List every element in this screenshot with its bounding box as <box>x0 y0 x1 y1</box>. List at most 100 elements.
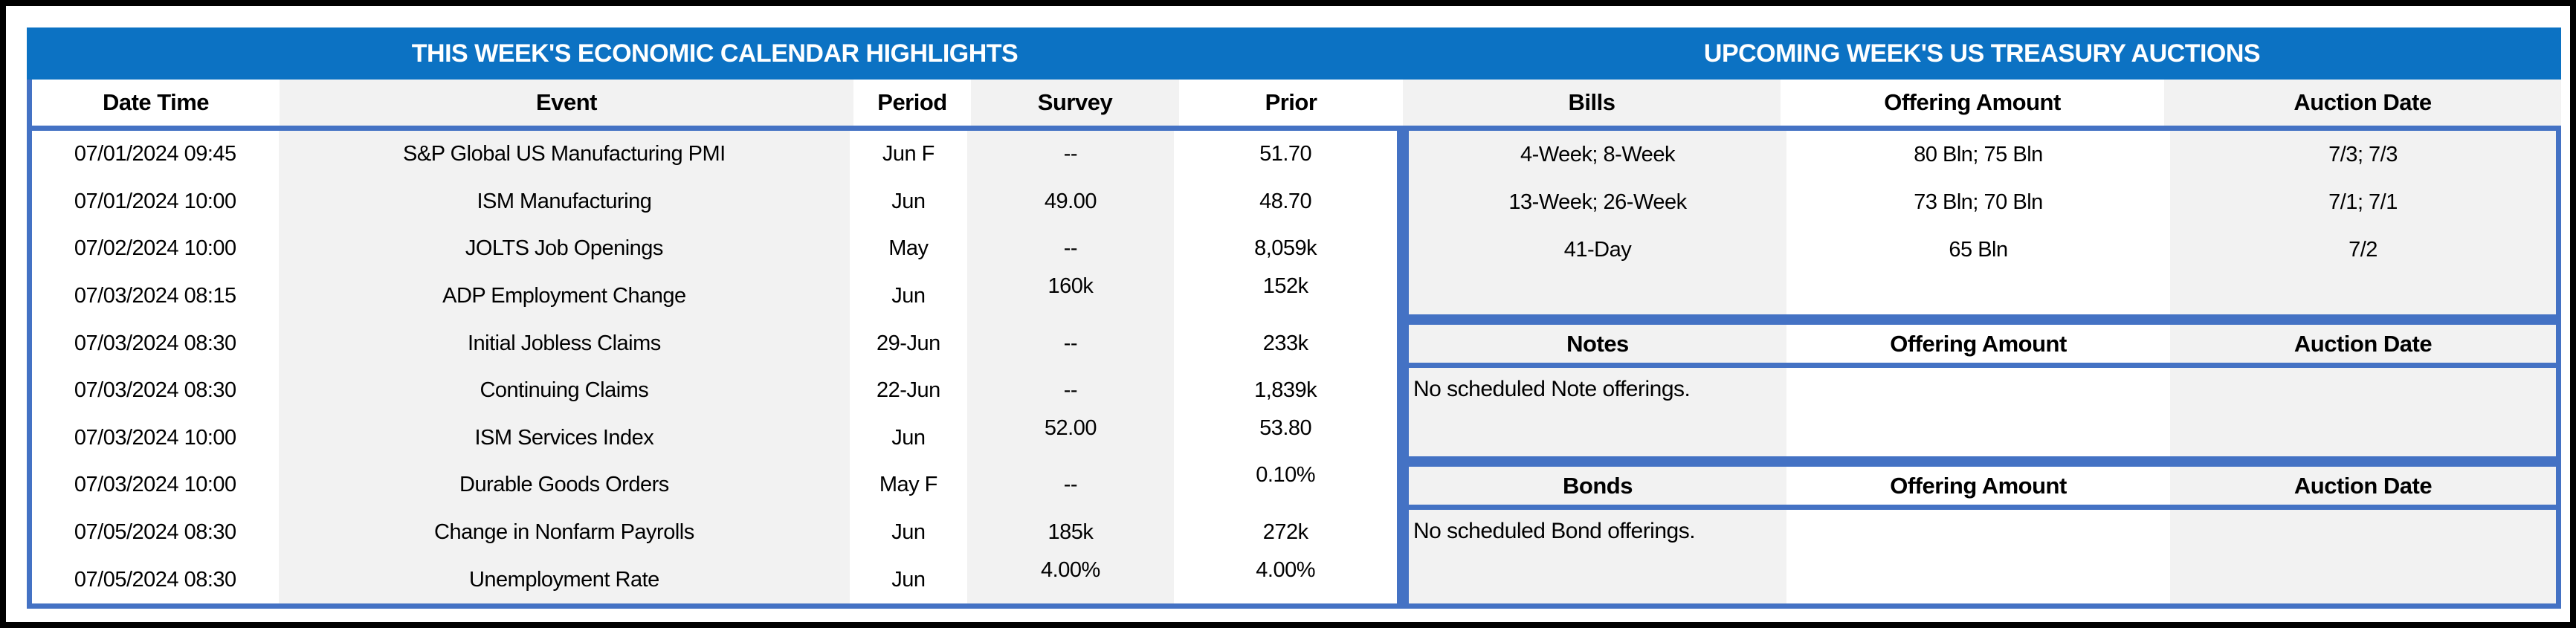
calendar-title: THIS WEEK'S ECONOMIC CALENDAR HIGHLIGHTS <box>411 39 1019 68</box>
cell-bill-auction-date: 7/2 <box>2349 237 2378 262</box>
header-auction-date: Auction Date <box>2170 325 2556 363</box>
bonds-offering-cell <box>1786 510 2170 603</box>
cell-date-time: 07/02/2024 10:00 <box>74 236 236 261</box>
header-underline <box>27 126 2561 131</box>
cell-bill-security: 4-Week; 8-Week <box>1520 142 1675 166</box>
table-row: 07/03/2024 08:15 ADP Employment Change J… <box>32 272 1397 320</box>
cell-date-time: 07/03/2024 08:30 <box>74 378 236 403</box>
bonds-body: No scheduled Bond offerings. <box>1403 510 2561 609</box>
cell-survey: 52.00 <box>966 414 1175 462</box>
cell-date-time: 07/03/2024 08:15 <box>74 284 236 308</box>
title-bar: THIS WEEK'S ECONOMIC CALENDAR HIGHLIGHTS… <box>27 27 2561 80</box>
cell-prior: 1,839k <box>1254 378 1317 403</box>
auctions-title: UPCOMING WEEK'S US TREASURY AUCTIONS <box>1703 39 2261 68</box>
cell-survey: 4.00% <box>966 556 1175 603</box>
cell-date-time: 07/03/2024 10:00 <box>74 425 236 450</box>
cell-event: Change in Nonfarm Payrolls <box>278 508 850 557</box>
header-date-time: Date Time <box>102 89 210 115</box>
header-bills: Bills <box>1403 80 1781 126</box>
header-auction-date: Auction Date <box>2164 80 2561 126</box>
cell-prior: 272k <box>1262 520 1308 545</box>
cell-survey: -- <box>966 320 1175 367</box>
cell-date-time: 07/05/2024 08:30 <box>74 567 236 592</box>
cell-prior: 48.70 <box>1259 189 1312 213</box>
table-row: 07/02/2024 10:00 JOLTS Job Openings May … <box>32 225 1397 273</box>
header-offering-amount: Offering Amount <box>1890 330 2067 357</box>
notes-offering-cell <box>1786 368 2170 456</box>
cell-period: Jun <box>891 520 926 545</box>
table-row: 07/01/2024 09:45 S&P Global US Manufactu… <box>32 131 1397 178</box>
bills-offering-column: 80 Bln; 75 Bln 73 Bln; 70 Bln 65 Bln <box>1786 131 2170 314</box>
notes-message: No scheduled Note offerings. <box>1413 377 1691 401</box>
notes-auction-date-cell <box>2170 368 2556 456</box>
cell-date-time: 07/01/2024 09:45 <box>74 142 236 166</box>
table-row: 07/05/2024 08:30 Change in Nonfarm Payro… <box>32 508 1397 557</box>
cell-prior: 233k <box>1262 331 1308 355</box>
cell-survey: 49.00 <box>966 178 1175 226</box>
calendar-header-group: Date Time Event Period Survey Prior <box>27 80 1403 126</box>
header-event: Event <box>280 80 853 126</box>
bonds-auction-date-cell <box>2170 510 2556 603</box>
header-notes: Notes <box>1409 325 1786 363</box>
cell-event: S&P Global US Manufacturing PMI <box>278 131 850 178</box>
bills-header-group: Bills Offering Amount Auction Date <box>1403 80 2561 126</box>
cell-event: Unemployment Rate <box>278 556 850 603</box>
cell-event: JOLTS Job Openings <box>278 225 850 273</box>
bonds-header-row: Bonds Offering Amount Auction Date <box>1403 462 2561 510</box>
cell-survey: -- <box>966 462 1175 509</box>
cell-period: Jun F <box>882 142 935 166</box>
header-period: Period <box>877 89 947 115</box>
cell-prior: 8,059k <box>1254 236 1317 261</box>
cell-event: Durable Goods Orders <box>278 462 850 509</box>
header-auction-date: Auction Date <box>2170 467 2556 505</box>
cell-period: May <box>888 236 929 261</box>
economic-calendar-table: 07/01/2024 09:45 S&P Global US Manufactu… <box>27 131 1403 609</box>
bills-section: 4-Week; 8-Week 13-Week; 26-Week 41-Day 8… <box>1403 131 2561 320</box>
table-row: 07/03/2024 08:30 Continuing Claims 22-Ju… <box>32 366 1397 415</box>
bills-auction-date-column: 7/3; 7/3 7/1; 7/1 7/2 <box>2170 131 2556 314</box>
cell-event: ADP Employment Change <box>278 272 850 320</box>
cell-survey: -- <box>966 366 1175 415</box>
cell-date-time: 07/03/2024 08:30 <box>74 331 236 355</box>
cell-survey: 185k <box>966 508 1175 557</box>
cell-survey: -- <box>966 225 1175 273</box>
column-header-row: Date Time Event Period Survey Prior Bill… <box>27 80 2561 126</box>
cell-bill-security: 13-Week; 26-Week <box>1508 190 1687 214</box>
cell-prior: 53.80 <box>1259 415 1312 440</box>
table-row: 07/03/2024 08:30 Initial Jobless Claims … <box>32 320 1397 367</box>
cell-bill-security: 41-Day <box>1563 237 1632 262</box>
cell-bill-offering: 65 Bln <box>1949 237 2008 262</box>
cell-date-time: 07/01/2024 10:00 <box>74 189 236 213</box>
cell-period: Jun <box>891 284 926 308</box>
bonds-message: No scheduled Bond offerings. <box>1413 519 1696 543</box>
cell-survey: -- <box>966 131 1175 178</box>
cell-date-time: 07/05/2024 08:30 <box>74 520 236 545</box>
cell-bill-auction-date: 7/3; 7/3 <box>2328 142 2398 166</box>
notes-message-cell: No scheduled Note offerings. <box>1409 368 1786 456</box>
cell-period: Jun <box>891 189 926 213</box>
notes-header-row: Notes Offering Amount Auction Date <box>1403 320 2561 368</box>
cell-prior: 0.10% <box>1256 463 1316 488</box>
cell-bill-offering: 73 Bln; 70 Bln <box>1914 190 2043 214</box>
cell-prior: 152k <box>1262 274 1308 299</box>
table-row: 07/05/2024 08:30 Unemployment Rate Jun 4… <box>32 556 1397 603</box>
cell-event: ISM Manufacturing <box>278 178 850 226</box>
table-row: 07/03/2024 10:00 ISM Services Index Jun … <box>32 414 1397 462</box>
cell-prior: 4.00% <box>1256 557 1316 582</box>
cell-period: Jun <box>891 567 926 592</box>
cell-period: 29-Jun <box>877 331 940 355</box>
cell-date-time: 07/03/2024 10:00 <box>74 473 236 497</box>
header-bonds: Bonds <box>1409 467 1786 505</box>
header-offering-amount: Offering Amount <box>1890 472 2067 499</box>
header-survey: Survey <box>971 80 1179 126</box>
cell-period: Jun <box>891 425 926 450</box>
cell-bill-offering: 80 Bln; 75 Bln <box>1914 142 2043 166</box>
bonds-message-cell: No scheduled Bond offerings. <box>1409 510 1786 603</box>
cell-prior: 51.70 <box>1259 142 1312 166</box>
cell-event: ISM Services Index <box>278 414 850 462</box>
cell-event: Initial Jobless Claims <box>278 320 850 367</box>
notes-body: No scheduled Note offerings. <box>1403 368 2561 462</box>
table-row: 07/03/2024 10:00 Durable Goods Orders Ma… <box>32 462 1397 509</box>
bills-security-column: 4-Week; 8-Week 13-Week; 26-Week 41-Day <box>1409 131 1786 314</box>
